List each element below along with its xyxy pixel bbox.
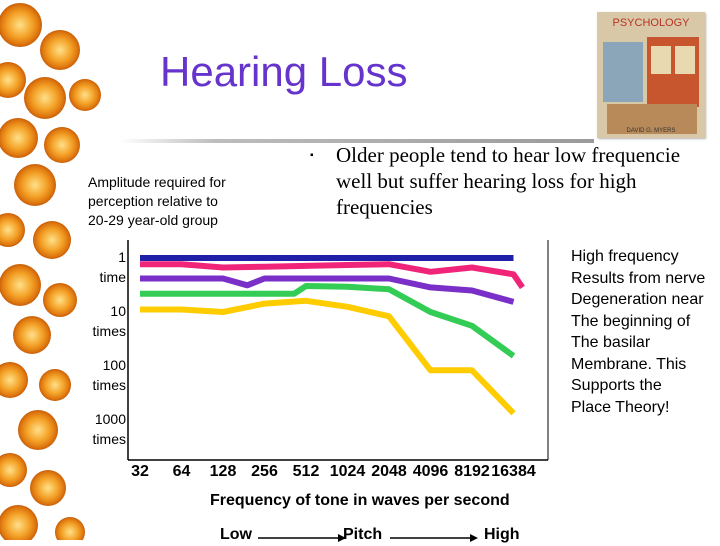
pitch-high-label: High <box>484 526 520 543</box>
explanation-line: The basilar <box>571 334 651 351</box>
explanation-line: Degeneration near <box>571 291 704 308</box>
x-tick-label: 4096 <box>413 463 449 480</box>
slide-title: Hearing Loss <box>160 48 408 95</box>
series-line-3 <box>140 275 515 305</box>
x-tick-label: 64 <box>173 463 191 480</box>
series-line-2 <box>140 261 525 290</box>
bullet-icon: ▪ <box>310 150 314 161</box>
x-tick-label: 1024 <box>330 463 366 480</box>
x-tick-label: 2048 <box>371 463 407 480</box>
y-tick-label: 10 <box>110 303 126 319</box>
x-tick-label: 512 <box>293 463 320 480</box>
explanation-line: Supports the <box>571 377 662 394</box>
y-axis-description-line: 20-29 year-old group <box>88 212 218 228</box>
x-tick-label: 16384 <box>491 463 536 480</box>
y-axis-description: Amplitude required for perception relati… <box>88 173 288 230</box>
x-tick-label: 8192 <box>454 463 490 480</box>
book-cover-title: PSYCHOLOGY <box>612 17 690 29</box>
explanation-text: High frequency Results from nerve Degene… <box>571 246 720 418</box>
x-tick-label: 128 <box>210 463 237 480</box>
y-tick-label: 1000 <box>95 411 126 427</box>
y-tick-label: time <box>100 269 127 285</box>
y-axis-description-line: Amplitude required for <box>88 174 226 190</box>
bullet-line: frequencies <box>336 195 433 219</box>
pitch-arrows <box>258 534 478 542</box>
explanation-line: High frequency <box>571 248 679 265</box>
title-divider <box>120 139 594 143</box>
bullet-line: well but suffer hearing loss for high <box>336 169 637 193</box>
explanation-line: Results from nerve <box>571 269 706 287</box>
textbook-cover-image: PSYCHOLOGY DAVID G. MYERS <box>597 12 705 138</box>
orange-slices-decoration <box>0 3 101 540</box>
y-axis-description-line: perception relative to <box>88 193 218 209</box>
orange-slice-icons <box>0 3 101 540</box>
pitch-middle-label: Pitch <box>343 526 383 543</box>
explanation-line: Membrane. This <box>571 355 687 373</box>
series-line-5 <box>140 297 516 416</box>
bullet-line: Older people tend to hear low frequencie <box>336 143 681 167</box>
pitch-low-label: Low <box>220 526 252 543</box>
y-tick-label: 100 <box>103 357 127 373</box>
y-tick-label: times <box>93 431 126 447</box>
bullet-text: Older people tend to hear low frequencie… <box>336 142 720 220</box>
y-tick-label: times <box>93 323 126 339</box>
x-axis-label: Frequency of tone in waves per second <box>210 492 510 509</box>
y-tick-label: times <box>93 377 126 393</box>
x-tick-label: 256 <box>251 463 278 480</box>
book-cover-author: DAVID G. MYERS <box>627 128 676 134</box>
series-line-4 <box>140 283 516 359</box>
explanation-line: The beginning of <box>571 312 691 330</box>
y-tick-label: 1 <box>118 249 126 265</box>
pitch-axis-row: Low Pitch High <box>218 526 538 546</box>
explanation-line: Place Theory! <box>571 398 670 416</box>
x-tick-label: 32 <box>131 463 149 480</box>
